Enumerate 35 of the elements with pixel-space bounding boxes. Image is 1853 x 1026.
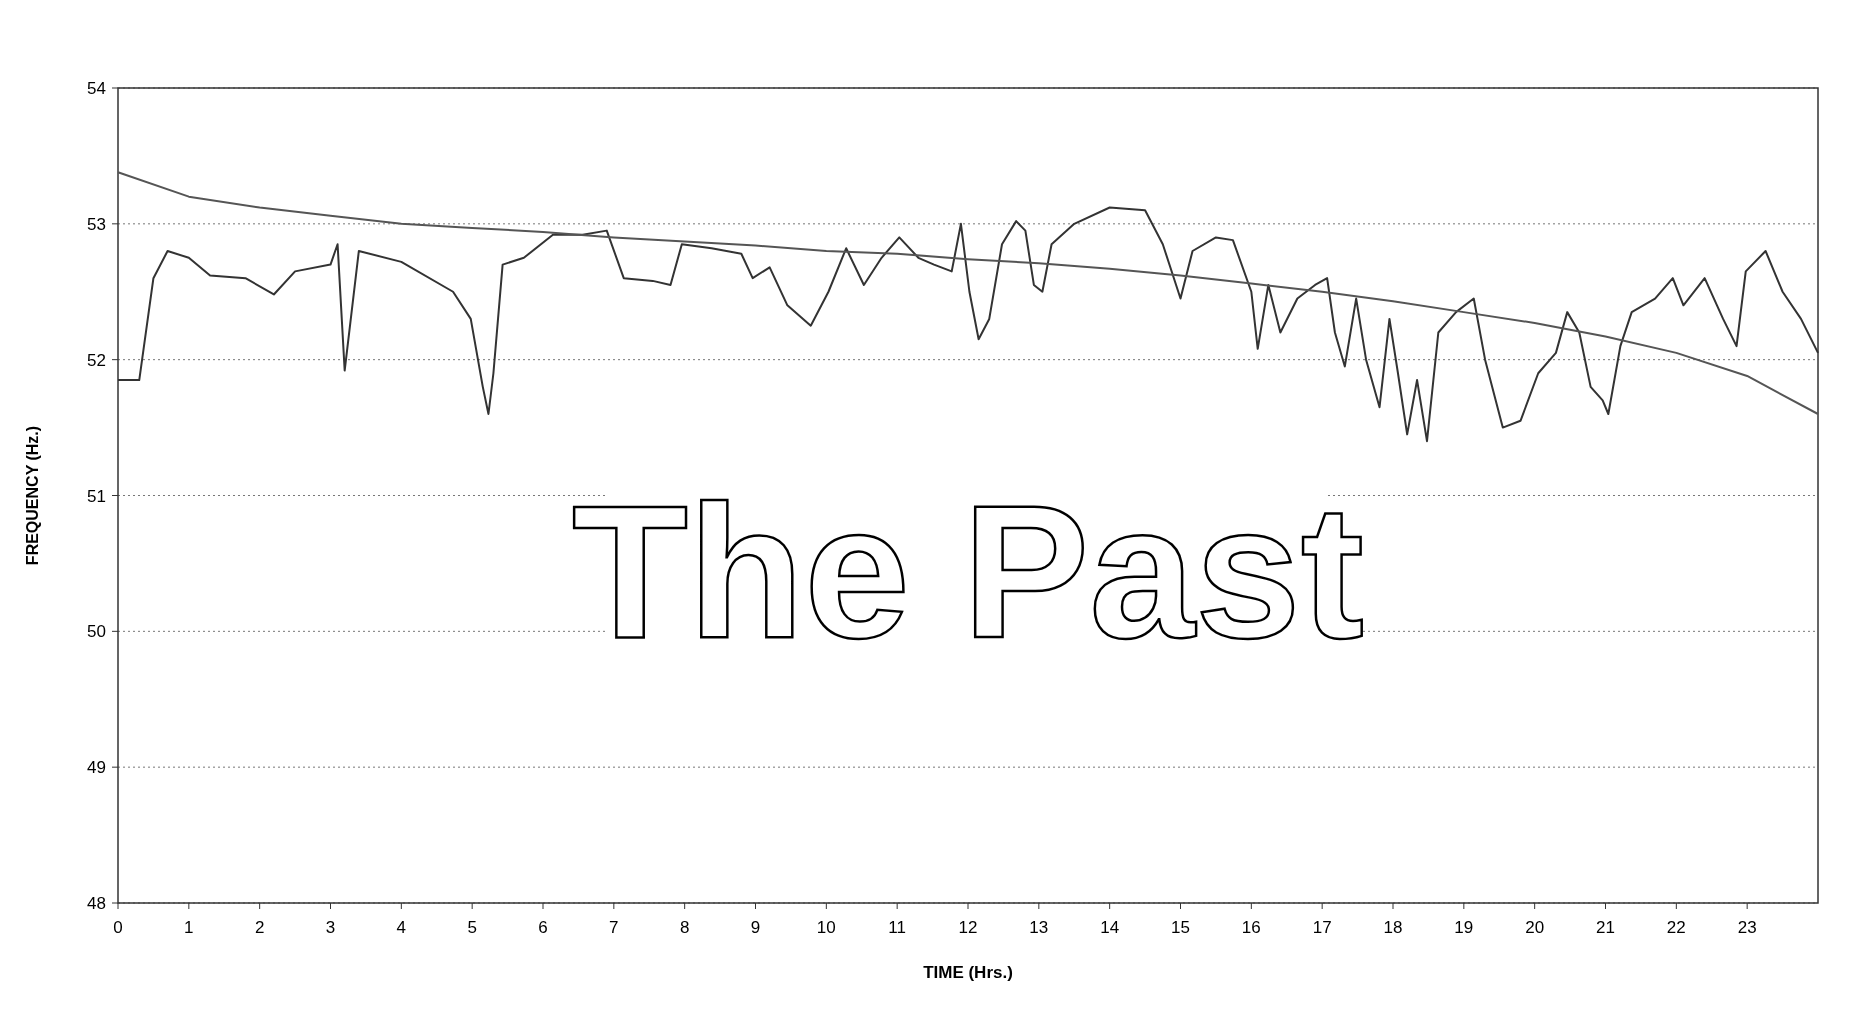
y-tick-label: 52 <box>87 350 106 370</box>
x-tick-label: 0 <box>113 918 123 937</box>
x-tick-label: 8 <box>679 918 690 937</box>
x-tick-label: 5 <box>467 918 477 937</box>
x-tick-label: 16 <box>1241 918 1261 937</box>
y-tick-label: 53 <box>87 214 106 234</box>
x-tick-label: 21 <box>1596 918 1615 937</box>
x-tick-label: 22 <box>1666 918 1686 937</box>
x-tick-label: 15 <box>1171 918 1190 937</box>
x-tick-label: 10 <box>816 918 836 937</box>
y-axis-title: FREQUENCY (Hz.) <box>24 425 41 566</box>
x-tick-label: 2 <box>254 918 265 937</box>
x-tick-label: 6 <box>538 918 548 937</box>
annotation: The Past <box>572 465 1364 677</box>
x-tick-label: 11 <box>888 918 906 937</box>
x-tick-label: 1 <box>184 918 194 937</box>
y-tick-label: 54 <box>87 79 106 98</box>
y-tick-label: 48 <box>87 894 106 913</box>
y-tick-label: 50 <box>87 622 106 642</box>
y-tick-label: 51 <box>87 486 106 506</box>
x-tick-label: 12 <box>958 918 978 937</box>
y-tick-label: 49 <box>87 758 106 778</box>
x-tick-label: 4 <box>396 918 407 937</box>
x-tick-label: 19 <box>1454 918 1474 937</box>
x-tick-label: 3 <box>325 918 336 937</box>
x-tick-label: 14 <box>1100 918 1120 937</box>
x-tick-label: 17 <box>1312 918 1332 937</box>
x-tick-label: 18 <box>1383 918 1403 937</box>
x-tick-label: 7 <box>609 918 619 937</box>
x-axis-title: TIME (Hrs.) <box>923 963 1013 982</box>
line-series <box>117 171 1819 415</box>
x-tick-label: 13 <box>1029 918 1049 937</box>
x-tick-label: 23 <box>1737 918 1757 937</box>
x-tick-label: 20 <box>1525 918 1545 937</box>
x-tick-label: 9 <box>750 918 761 937</box>
